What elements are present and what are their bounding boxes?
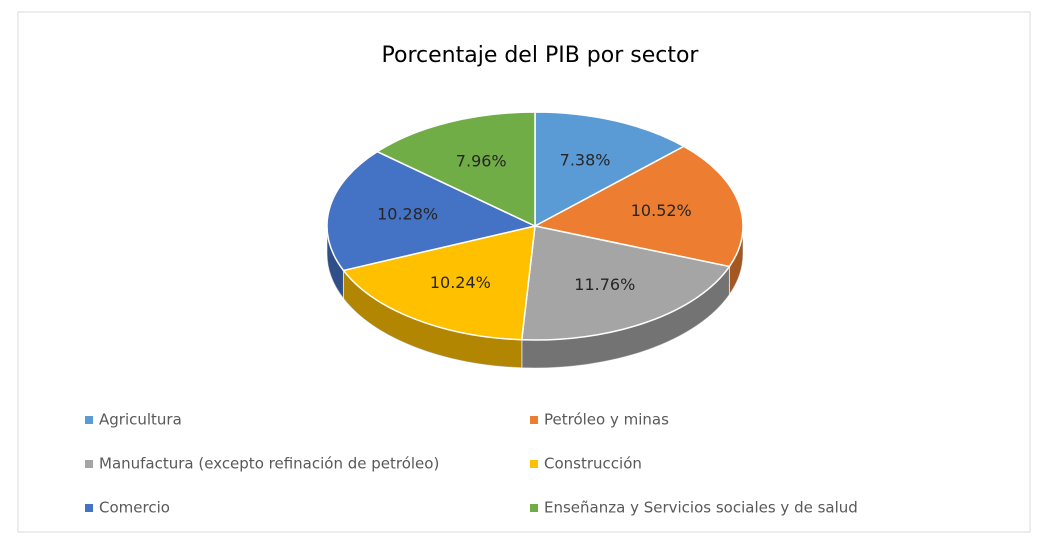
data-label: 10.24% [430,273,491,292]
data-label: 7.96% [456,151,507,170]
legend-swatch [530,416,538,424]
legend-swatch [85,416,93,424]
slice [375,111,536,228]
slice [520,225,731,341]
side-shade [343,270,522,368]
slice [326,150,538,272]
slice [342,225,536,341]
legend-label: Enseñanza y Servicios sociales y de salu… [544,499,858,517]
side-shade [521,266,730,368]
data-label: 10.28% [377,205,438,224]
legend-swatch [85,504,93,512]
legend-label: Manufactura (excepto refinación de petró… [99,455,439,473]
data-label: 11.76% [574,275,635,294]
slice [534,111,686,228]
legend-label: Construcción [544,455,642,473]
legend-swatch [530,460,538,468]
data-label: 10.52% [631,201,692,220]
data-label: 7.38% [560,150,611,169]
side-shade [327,226,344,299]
legend-label: Petróleo y minas [544,411,669,429]
legend-swatch [85,460,93,468]
chart-title: Porcentaje del PIB por sector [382,43,700,68]
legend-label: Comercio [99,499,170,517]
legend-swatch [530,504,538,512]
legend-label: Agricultura [99,411,182,429]
side-shade [729,226,743,295]
